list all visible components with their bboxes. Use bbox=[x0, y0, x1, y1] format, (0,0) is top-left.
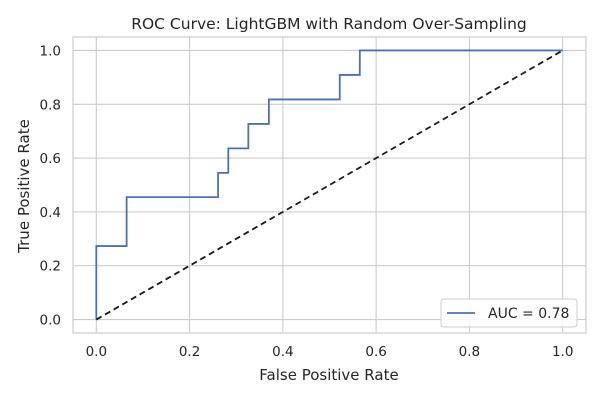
legend-box bbox=[440, 298, 578, 328]
x-axis-label: False Positive Rate bbox=[259, 366, 398, 384]
x-tick-label: 0.0 bbox=[86, 344, 107, 360]
y-tick-label: 0.6 bbox=[40, 151, 61, 167]
x-tick-label: 0.6 bbox=[365, 344, 386, 360]
y-tick-label: 0.2 bbox=[40, 259, 61, 275]
plot-border bbox=[72, 36, 587, 334]
y-tick-label: 0.8 bbox=[40, 97, 61, 113]
roc-curve-line bbox=[95, 49, 563, 320]
y-axis-label: True Positive Rate bbox=[15, 119, 33, 254]
x-tick-label: 0.8 bbox=[459, 344, 480, 360]
y-tick-labels: 0.0 0.2 0.4 0.6 0.8 1.0 bbox=[40, 43, 61, 328]
x-tick-label: 0.4 bbox=[272, 344, 293, 360]
y-tick-label: 0.4 bbox=[40, 205, 61, 221]
legend-label: AUC = 0.78 bbox=[488, 306, 569, 322]
chart-title: ROC Curve: LightGBM with Random Over-Sam… bbox=[131, 15, 527, 33]
plot-frame bbox=[72, 36, 587, 334]
x-tick-label: 1.0 bbox=[552, 344, 573, 360]
y-tick-label: 0.0 bbox=[40, 313, 61, 329]
legend: AUC = 0.78 bbox=[440, 298, 578, 328]
y-tick-label: 1.0 bbox=[40, 43, 61, 59]
x-tick-labels: 0.0 0.2 0.4 0.6 0.8 1.0 bbox=[86, 344, 574, 360]
x-tick-label: 0.2 bbox=[179, 344, 200, 360]
series-layer bbox=[95, 49, 564, 321]
